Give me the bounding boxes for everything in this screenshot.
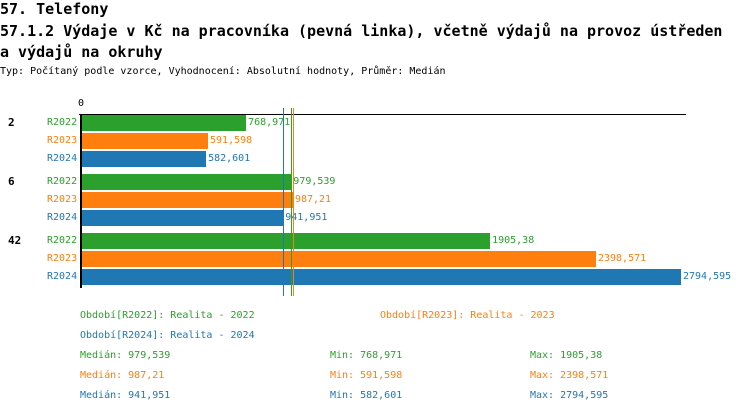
stat-min-r2024: Min: 582,601: [330, 390, 403, 401]
category-label: 2: [8, 116, 15, 129]
bar: [82, 133, 209, 149]
bar: [82, 269, 681, 285]
chart-title-line1: 57.1.2 Výdaje v Kč na pracovníka (pevná …: [0, 22, 723, 40]
section-title: 57. Telefony: [0, 0, 109, 18]
legend-period-r2023: Období[R2023]: Realita - 2023: [380, 310, 555, 321]
series-label: R2024: [47, 153, 78, 164]
series-label: R2023: [47, 194, 78, 205]
bar: [82, 251, 596, 267]
series-label: R2022: [47, 176, 78, 187]
bar: [82, 210, 284, 226]
stat-max-r2022: Max: 1905,38: [530, 350, 603, 361]
chart-meta: Typ: Počítaný podle vzorce, Vyhodnocení:…: [0, 66, 446, 77]
stat-median-r2022: Medián: 979,539: [80, 350, 171, 361]
category-label: 6: [8, 175, 15, 188]
data-label: 582,601: [208, 153, 251, 164]
bar: [82, 192, 293, 208]
category-label: 42: [8, 234, 22, 247]
bar: [82, 115, 247, 131]
median-line: [291, 108, 292, 296]
series-label: R2022: [47, 235, 78, 246]
data-label: 1905,38: [492, 235, 535, 246]
chart-title-line2: a výdajů na okruhy: [0, 43, 163, 61]
median-line: [293, 108, 294, 296]
stat-median-r2024: Medián: 941,951: [80, 390, 171, 401]
data-label: 2794,595: [683, 271, 732, 282]
series-label: R2023: [47, 253, 78, 264]
data-label: 987,21: [294, 194, 332, 205]
legend-period-r2024: Období[R2024]: Realita - 2024: [80, 330, 255, 341]
y-axis-line: [80, 114, 82, 288]
legend-period-r2022: Období[R2022]: Realita - 2022: [80, 310, 255, 321]
x-axis-line: [79, 114, 686, 115]
series-label: R2022: [47, 117, 78, 128]
bar: [82, 233, 491, 249]
stat-median-r2023: Medián: 987,21: [80, 370, 165, 381]
stat-min-r2023: Min: 591,598: [330, 370, 403, 381]
stat-max-r2023: Max: 2398,571: [530, 370, 609, 381]
bar: [82, 174, 292, 190]
bar: [82, 151, 207, 167]
series-label: R2023: [47, 135, 78, 146]
series-label: R2024: [47, 271, 78, 282]
data-label: 768,971: [248, 117, 291, 128]
median-line: [283, 108, 284, 296]
data-label: 591,598: [210, 135, 253, 146]
data-label: 979,539: [293, 176, 336, 187]
data-label: 941,951: [285, 212, 328, 223]
series-label: R2024: [47, 212, 78, 223]
data-label: 2398,571: [597, 253, 647, 264]
stat-max-r2024: Max: 2794,595: [530, 390, 609, 401]
x-tick-label: 0: [78, 98, 85, 109]
stat-min-r2022: Min: 768,971: [330, 350, 403, 361]
